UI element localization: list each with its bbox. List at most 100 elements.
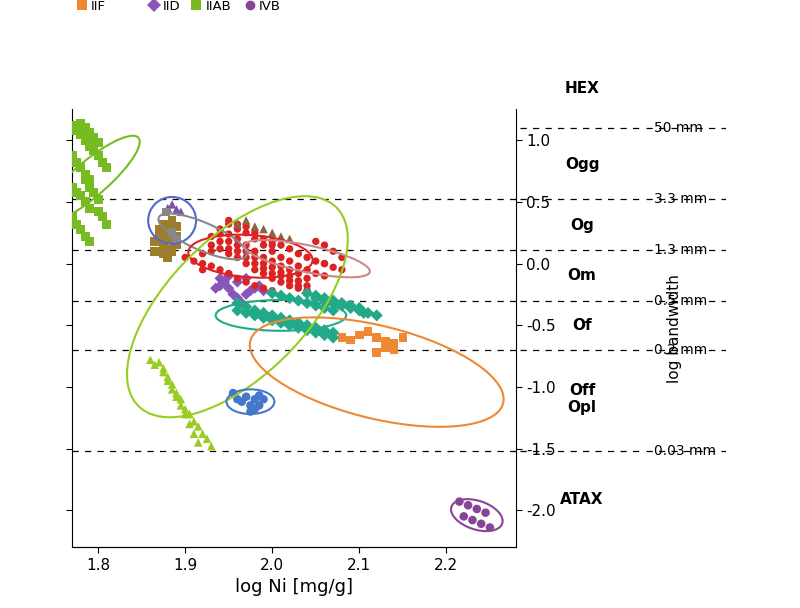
Point [148,246,161,256]
Point [231,277,244,287]
Point [214,229,226,239]
Point [301,286,314,295]
Point [231,219,244,229]
Point [92,138,105,148]
Point [83,182,96,192]
Point [205,232,218,241]
Point [183,419,196,429]
Text: 3.3 mm: 3.3 mm [654,193,707,207]
Point [226,388,239,398]
Point [170,204,183,214]
Point [257,308,270,318]
Text: Of: Of [572,318,592,333]
Text: 0.03 mm: 0.03 mm [654,444,716,458]
Text: Ogg: Ogg [565,157,599,173]
Point [266,240,278,250]
Point [274,268,287,277]
Point [379,342,392,352]
Point [244,286,257,295]
Point [235,397,248,407]
Point [96,157,109,167]
Point [74,162,87,172]
Text: HEX: HEX [565,81,599,96]
Point [178,404,191,414]
Point [166,246,178,256]
Point [249,283,262,293]
Point [283,320,296,330]
Point [174,395,187,404]
Point [326,295,339,305]
Point [231,306,244,316]
Point [78,175,91,185]
Point [205,441,218,451]
Point [283,244,296,254]
Point [196,259,209,269]
Point [78,136,91,145]
Point [310,237,322,246]
Text: 1.3 mm: 1.3 mm [654,243,707,257]
Point [201,434,214,444]
Point [183,409,196,419]
Legend: IAB-MG, IIC, IIF, IIIF, IC, IID, IIIAB, IVA, IIAB, IIE, IIIE, IVB: IAB-MG, IIC, IIF, IIIF, IC, IID, IIIAB, … [76,0,281,13]
Point [87,187,100,197]
Point [240,228,253,238]
Point [231,395,244,404]
Point [249,259,262,269]
Point [240,302,253,312]
Point [318,259,331,269]
Point [257,240,270,250]
Point [470,504,483,514]
Point [379,336,392,346]
Point [222,229,235,239]
Point [335,252,348,262]
Point [474,519,487,528]
Point [266,316,278,325]
Point [166,199,178,209]
Point [83,128,96,138]
Point [274,232,287,241]
Point [174,207,187,216]
Point [101,219,114,229]
Point [162,222,174,232]
Point [66,182,78,192]
Point [222,271,235,281]
Point [74,118,87,128]
Point [388,339,401,348]
Point [310,291,322,300]
Point [162,234,174,244]
Text: Og: Og [570,218,594,233]
Point [466,515,479,525]
Point [231,298,244,308]
Point [214,265,226,275]
Point [283,256,296,266]
Point [148,360,161,370]
Point [335,300,348,310]
Point [335,333,348,342]
Point [205,240,218,250]
Point [78,232,91,241]
Point [170,234,183,244]
Point [326,298,339,308]
Point [310,300,322,310]
Point [157,240,170,250]
Point [292,261,305,271]
Point [78,170,91,179]
Point [244,407,257,416]
Point [335,265,348,275]
Point [318,259,331,269]
Point [344,335,357,345]
Point [240,246,253,256]
Point [214,237,226,246]
Point [166,227,178,237]
Point [310,256,322,266]
Point [144,355,157,365]
Point [162,372,174,382]
Point [92,150,105,160]
Point [318,240,331,250]
Point [326,263,339,272]
Point [344,303,357,313]
Point [274,240,287,250]
Point [196,249,209,258]
Point [66,120,78,130]
Point [92,207,105,216]
